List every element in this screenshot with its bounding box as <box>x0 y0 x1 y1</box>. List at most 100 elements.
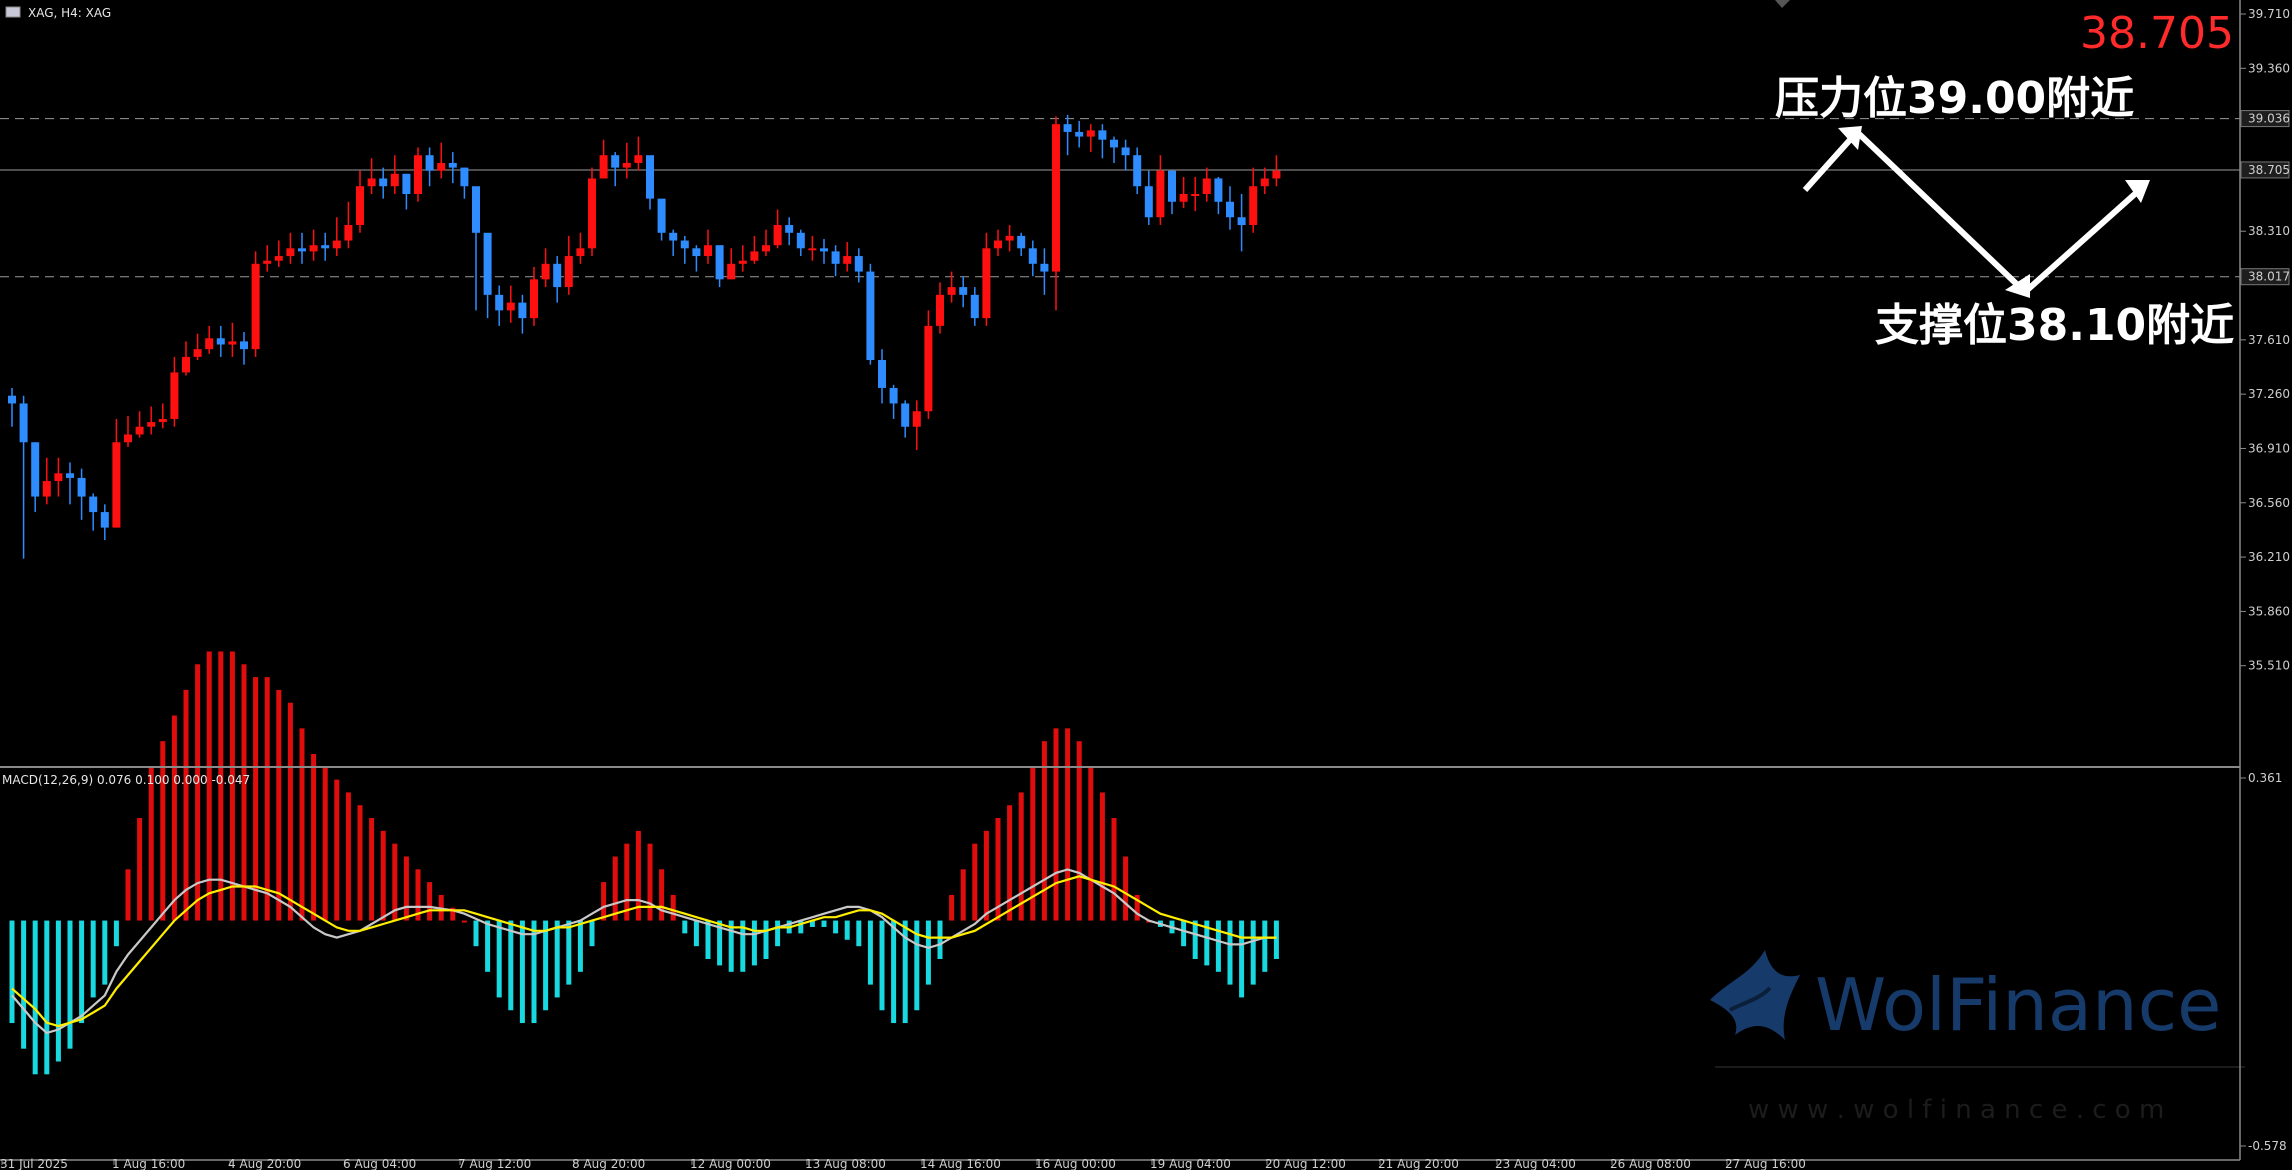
time-tick-label: 19 Aug 04:00 <box>1150 1157 1231 1170</box>
macd-hist-bar <box>856 920 862 947</box>
candle <box>402 173 411 210</box>
candle-body <box>240 341 248 350</box>
candle <box>1110 136 1118 163</box>
macd-hist-bar <box>450 907 456 921</box>
macd-hist-bar <box>241 664 247 921</box>
candle <box>854 248 863 283</box>
candle-body <box>205 338 214 350</box>
candle-body <box>506 302 515 311</box>
candle-body <box>947 287 956 295</box>
candle <box>622 142 631 179</box>
candle-body <box>170 372 179 419</box>
candle-body <box>854 256 863 272</box>
macd-hist-bar <box>1192 920 1198 959</box>
macd-hist-bar <box>67 920 73 1049</box>
macd-hist-bar <box>717 920 723 966</box>
candle-body <box>42 481 51 497</box>
candle <box>785 217 794 246</box>
candle-body <box>970 294 979 319</box>
candle-body <box>878 360 886 388</box>
signal-line <box>11 875 1277 1028</box>
macd-hist-bar <box>1099 792 1105 921</box>
candle <box>1168 170 1176 215</box>
candle-body <box>1168 170 1176 202</box>
macd-hist-bar <box>983 830 989 921</box>
macd-hist-bar <box>392 843 398 921</box>
candle-body <box>1052 124 1060 272</box>
macd-hist-bar <box>775 920 781 947</box>
candle-body <box>193 349 202 357</box>
macd-hist-bar <box>682 920 688 934</box>
candle-body <box>1110 139 1118 148</box>
price-tick-label: 38.310 <box>2248 224 2290 238</box>
candle <box>158 403 167 429</box>
macd-hist-bar <box>1181 920 1187 947</box>
macd-hist-bar <box>276 689 282 921</box>
macd-tick-label: -0.578 <box>2248 1139 2287 1153</box>
candle <box>379 167 388 199</box>
macd-hist-bar <box>253 677 259 921</box>
candle-body <box>1040 263 1049 272</box>
price-axis: 39.710 39.360 39.036 38.705 38.310 38.017 37.6… <box>2240 7 2290 673</box>
candle <box>19 395 28 559</box>
candle <box>1028 240 1037 277</box>
candle-body <box>216 338 225 345</box>
macd-hist-bar <box>635 830 641 921</box>
candle-body <box>100 512 109 528</box>
candle <box>530 266 538 326</box>
candle-body <box>1121 147 1130 156</box>
candle <box>959 276 968 308</box>
candle <box>843 242 852 272</box>
candle <box>124 415 132 447</box>
candle-body <box>1226 201 1234 218</box>
macd-hist-bar <box>299 728 305 921</box>
macd-hist-bar <box>125 869 131 921</box>
candle-body <box>356 186 364 226</box>
resistance-label: 压力位39.00附近 <box>1775 73 2134 124</box>
candle-body <box>158 418 167 423</box>
price-tick-box <box>2240 110 2290 128</box>
macd-hist-bar <box>183 689 189 921</box>
candle-body <box>994 240 1002 249</box>
macd-hist-bar <box>1053 728 1059 921</box>
time-tick-label: 1 Aug 16:00 <box>112 1157 185 1170</box>
macd-hist-bar <box>647 843 653 921</box>
candle-body <box>680 240 689 249</box>
candle-body <box>124 434 132 443</box>
candle-body <box>298 248 306 252</box>
macd-hist-bar <box>740 920 746 972</box>
price-tick-label: 36.560 <box>2248 496 2290 510</box>
candle <box>321 232 330 261</box>
candle <box>564 235 573 295</box>
candle <box>762 229 770 257</box>
candle-body <box>135 426 144 435</box>
candle <box>89 493 98 531</box>
candle <box>1179 176 1188 208</box>
macd-hist-bar <box>519 920 525 1024</box>
macd-hist-bar <box>229 651 235 921</box>
candle <box>1226 186 1234 230</box>
candle <box>1017 232 1026 257</box>
macd-hist-bar <box>612 856 618 921</box>
macd-hist-bar <box>287 702 293 921</box>
macd-hist-bar <box>891 920 897 1024</box>
macd-hist-bar <box>90 920 96 998</box>
candle <box>205 325 214 354</box>
candle <box>1202 167 1211 202</box>
candle <box>1249 167 1258 233</box>
macd-hist-bar <box>1204 920 1210 966</box>
macd-hist-bar <box>160 741 166 921</box>
time-tick-label: 4 Aug 20:00 <box>228 1157 301 1170</box>
chart-header: XAG, H4: XAG <box>5 0 1790 20</box>
macd-hist-bar <box>914 920 920 1011</box>
candle <box>390 155 399 194</box>
candle <box>727 248 736 280</box>
price-tick-label: 37.260 <box>2248 387 2290 401</box>
arrow-up-icon <box>1838 126 1862 150</box>
candle-body <box>646 155 654 199</box>
candle-body <box>889 387 898 404</box>
candle-body <box>959 287 968 295</box>
macd-hist-bar <box>508 920 514 1011</box>
candle-body <box>808 248 817 251</box>
